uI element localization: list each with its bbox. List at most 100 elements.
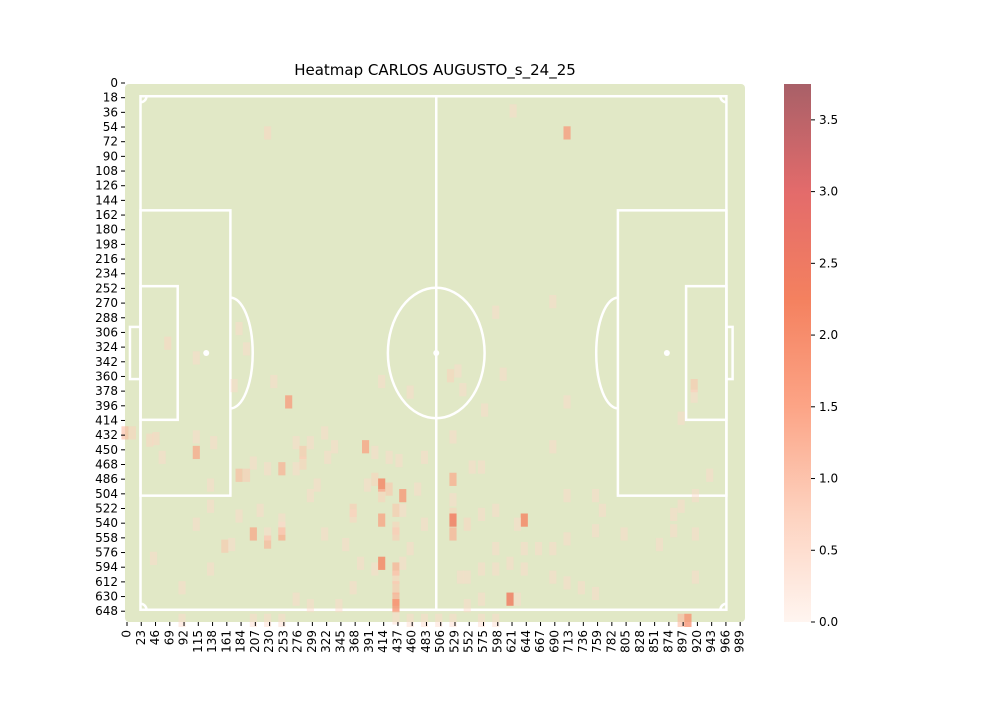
heat-cell (549, 295, 557, 309)
heat-cell (513, 592, 522, 606)
heat-cell (278, 521, 286, 535)
heat-cell (242, 468, 251, 482)
colorbar: 0.0 0.5 1.0 1.5 2.0 2.5 3.0 3.5 (784, 84, 838, 629)
y-tick-label: 432 (95, 428, 118, 442)
x-tick-label: 184 (234, 630, 248, 653)
heat-cell (420, 450, 429, 464)
heat-cell (321, 527, 329, 541)
x-tick-label: 345 (333, 630, 347, 653)
heat-cell (158, 450, 166, 464)
heat-cell (620, 527, 628, 541)
x-tick-label: 782 (604, 630, 618, 653)
x-tick-label: 759 (590, 630, 604, 653)
heat-cell (363, 478, 371, 492)
x-tick-label: 115 (191, 630, 205, 653)
heat-cell (292, 436, 300, 450)
x-tick-label: 230 (262, 630, 276, 653)
heat-cell (592, 586, 600, 601)
colorbar-tick-label: 2.5 (819, 256, 838, 270)
heat-cell (264, 613, 272, 627)
heat-cell (477, 592, 486, 606)
heat-cell (563, 126, 571, 140)
heat-cell (399, 556, 407, 570)
heat-cell (449, 430, 457, 444)
heat-cell (520, 562, 528, 576)
heat-cell (477, 613, 486, 627)
centre-spot (433, 350, 440, 356)
pitch-markings (128, 94, 734, 612)
y-tick-label: 18 (103, 91, 118, 105)
heat-cell (249, 527, 257, 541)
colorbar-gradient (784, 84, 811, 622)
y-tick-label: 108 (95, 164, 118, 178)
x-tick-label: 276 (291, 630, 305, 653)
heat-cell (235, 321, 243, 336)
heat-cell (249, 613, 257, 627)
heat-cell (392, 570, 400, 584)
x-tick-label: 46 (148, 630, 162, 645)
heat-cell (670, 507, 678, 522)
centre-circle (386, 286, 486, 420)
heat-cell (256, 503, 264, 517)
heat-cell (264, 535, 272, 549)
heat-cell (206, 478, 215, 492)
colorbar-tick-label: 1.5 (819, 400, 838, 414)
heat-cell (477, 460, 486, 474)
y-tick-label: 36 (103, 105, 118, 119)
heat-cell (577, 581, 585, 595)
heat-cell (690, 389, 698, 403)
y-tick-label: 576 (95, 546, 118, 560)
y-tick-label: 252 (95, 281, 118, 295)
heat-cell (278, 462, 286, 476)
heat-cell (264, 126, 272, 140)
heat-cell (206, 499, 215, 513)
heat-cell (520, 513, 528, 527)
x-tick-label: 920 (690, 630, 704, 653)
heat-cell (392, 581, 400, 595)
heat-cell (330, 440, 339, 454)
heat-cell (691, 489, 699, 503)
heat-cell (706, 468, 714, 482)
heat-cell (459, 383, 467, 397)
right-penalty-spot (663, 350, 670, 356)
y-tick-label: 288 (95, 311, 118, 325)
x-tick-label: 0 (120, 630, 134, 638)
heat-cell (563, 532, 571, 546)
y-tick-label: 216 (95, 252, 118, 266)
heat-cell (414, 482, 422, 496)
heat-cell (549, 440, 557, 454)
heat-cell (285, 395, 293, 409)
heat-cell (492, 562, 500, 576)
heat-cell (228, 537, 236, 552)
heat-cell (149, 551, 158, 566)
heat-cell (321, 426, 329, 440)
y-tick-label: 306 (95, 325, 118, 339)
heat-cell (549, 542, 557, 556)
heat-cell (378, 513, 386, 527)
plot-area (121, 84, 745, 627)
heat-cell (371, 562, 379, 576)
x-tick-label: 414 (376, 630, 390, 653)
x-tick-label: 736 (576, 630, 590, 653)
left-penalty-spot (203, 350, 210, 356)
y-tick-label: 270 (95, 296, 118, 310)
y-tick-label: 198 (95, 237, 118, 251)
x-tick-label: 368 (348, 630, 362, 653)
heat-cell (278, 513, 286, 527)
x-tick-label: 989 (733, 630, 747, 653)
heat-cell (509, 104, 517, 118)
heat-cell (335, 599, 343, 613)
heat-cell (192, 517, 200, 531)
x-tick-label: 299 (305, 630, 319, 653)
heat-cell (406, 385, 414, 399)
corner-arc (719, 602, 727, 610)
x-tick-label: 874 (661, 630, 675, 653)
heat-cell (563, 395, 571, 409)
heat-cell (492, 613, 500, 627)
heat-cell (378, 478, 386, 492)
heat-cell (463, 517, 471, 531)
heat-cell (449, 513, 457, 527)
y-tick-label: 144 (95, 193, 118, 207)
heat-cell (563, 489, 571, 503)
heat-cell (178, 581, 186, 595)
